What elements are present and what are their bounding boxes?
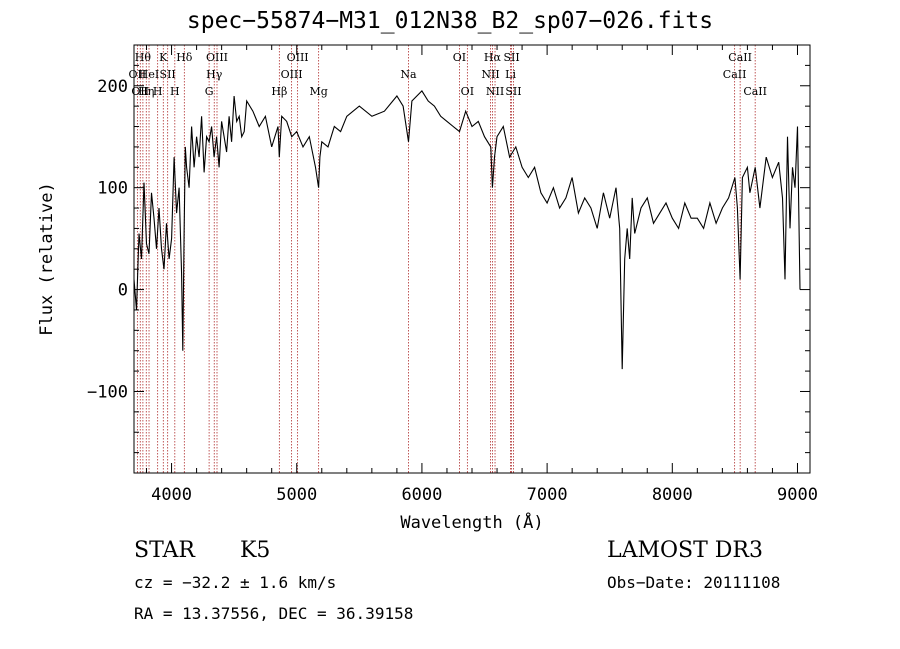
observation-date: Obs−Date: 20111108: [607, 573, 781, 592]
object-class: STAR: [134, 538, 195, 563]
x-tick-label: 7000: [527, 485, 568, 505]
y-tick-label: −100: [87, 382, 128, 402]
x-tick-label: 5000: [276, 485, 317, 505]
spectral-line-label: CaII: [743, 85, 767, 98]
x-tick-label: 8000: [652, 485, 693, 505]
spectral-line-label: Hβ: [271, 85, 287, 98]
y-tick-label: 200: [97, 77, 128, 97]
spectral-line-label: Hγ: [206, 68, 223, 81]
spectral-line-label: H: [153, 85, 163, 98]
spectral-line-label: K: [159, 51, 168, 64]
x-axis-label: Wavelength (Å): [400, 511, 543, 533]
spectral-line-labels: OII OII Hθ Hη HeI H K SII H Hδ G Hγ OIII Hβ OIII OIII Mg…: [129, 51, 767, 98]
spectral-line-label: OIII: [287, 51, 309, 64]
spectral-line-label: NII: [481, 68, 499, 81]
y-tick-label: 0: [118, 281, 128, 301]
spectral-line-label: HeI: [139, 68, 159, 81]
spectral-line-label: Hθ: [135, 51, 152, 64]
spectral-line-label: G: [205, 85, 214, 98]
spectral-line-label: Hα: [484, 51, 502, 64]
y-axis-label: Flux (relative): [37, 182, 57, 336]
spectral-line-markers: [136, 45, 756, 473]
x-tick-label: 6000: [401, 485, 442, 505]
survey-name: LAMOST DR3: [607, 538, 763, 563]
redshift-value: cz = −32.2 ± 1.6 km/s: [134, 573, 337, 592]
spectral-line-label: CaII: [723, 68, 747, 81]
flux-trace: [134, 90, 801, 370]
spectral-line-label: Li: [505, 68, 516, 81]
spectral-line-label: NII: [486, 85, 504, 98]
x-tick-label: 9000: [777, 485, 818, 505]
spectral-line-label: CaII: [728, 51, 752, 64]
spectral-line-label: H: [170, 85, 180, 98]
spectral-line-label: OIII: [281, 68, 303, 81]
spectral-line-label: SII: [503, 51, 519, 64]
spectral-line-label: OI: [461, 85, 474, 98]
spectral-line-label: OII: [129, 68, 147, 81]
x-axis: 4000 5000 6000 7000 8000 9000: [146, 45, 818, 505]
coordinates: RA = 13.37556, DEC = 36.39158: [134, 604, 414, 623]
x-tick-label: 4000: [151, 485, 192, 505]
spectral-line-label: SII: [160, 68, 176, 81]
spectral-line-label: OII: [131, 85, 149, 98]
y-tick-label: 100: [97, 179, 128, 199]
y-axis: −100 0 100 200: [87, 44, 810, 454]
chart-title: spec−55874−M31_012N38_B2_sp07−026.fits: [186, 8, 714, 34]
spectral-line-label: OIII: [206, 51, 228, 64]
spectral-line-label: Hη: [138, 85, 154, 98]
flux-line: [134, 90, 801, 370]
spectral-line-label: Mg: [309, 85, 327, 98]
spectral-line-label: Hδ: [176, 51, 193, 64]
spectral-line-label: SII: [505, 85, 521, 98]
spectral-line-label: OI: [453, 51, 466, 64]
object-subclass: K5: [240, 538, 271, 563]
spectral-line-label: Na: [400, 68, 417, 81]
